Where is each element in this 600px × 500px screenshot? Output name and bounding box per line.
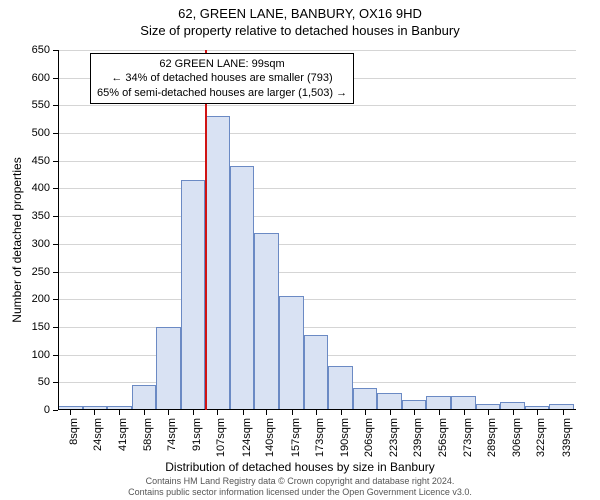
y-tick-label: 250 [32, 266, 58, 278]
x-tick [243, 410, 244, 415]
footer-line-2: Contains public sector information licen… [0, 487, 600, 498]
x-tick-label: 339sqm [561, 418, 573, 457]
x-tick [168, 410, 169, 415]
y-tick-label: 350 [32, 210, 58, 222]
x-tick-label: 41sqm [117, 418, 129, 451]
x-tick [193, 410, 194, 415]
footer: Contains HM Land Registry data © Crown c… [0, 476, 600, 498]
x-tick-label: 140sqm [264, 418, 276, 457]
x-tick-label: 8sqm [68, 418, 80, 445]
y-tick-label: 150 [32, 321, 58, 333]
x-tick [439, 410, 440, 415]
x-tick [513, 410, 514, 415]
plot-border [58, 50, 576, 410]
y-tick-label: 400 [32, 182, 58, 194]
annotation-box: 62 GREEN LANE: 99sqm ← 34% of detached h… [90, 53, 354, 104]
y-tick-label: 100 [32, 349, 58, 361]
x-tick-label: 289sqm [486, 418, 498, 457]
x-tick-label: 190sqm [339, 418, 351, 457]
x-tick-label: 24sqm [92, 418, 104, 451]
x-tick [488, 410, 489, 415]
y-tick-label: 50 [38, 376, 58, 388]
annotation-line-3: 65% of semi-detached houses are larger (… [97, 86, 347, 100]
x-tick [144, 410, 145, 415]
x-tick-label: 107sqm [215, 418, 227, 457]
x-tick [537, 410, 538, 415]
x-tick-label: 239sqm [412, 418, 424, 457]
x-tick-label: 91sqm [191, 418, 203, 451]
reference-line [205, 50, 207, 410]
x-tick-label: 206sqm [363, 418, 375, 457]
x-tick-label: 74sqm [166, 418, 178, 451]
chart-container: { "title_main": "62, GREEN LANE, BANBURY… [0, 0, 600, 500]
y-tick-label: 450 [32, 155, 58, 167]
x-tick-label: 157sqm [290, 418, 302, 457]
y-tick-label: 500 [32, 127, 58, 139]
x-tick [464, 410, 465, 415]
x-tick-label: 322sqm [535, 418, 547, 457]
x-tick [365, 410, 366, 415]
x-tick-label: 256sqm [437, 418, 449, 457]
x-tick [266, 410, 267, 415]
y-tick-label: 600 [32, 72, 58, 84]
x-tick-label: 173sqm [314, 418, 326, 457]
x-tick [94, 410, 95, 415]
y-tick-label: 0 [44, 404, 58, 416]
chart-title-main: 62, GREEN LANE, BANBURY, OX16 9HD [0, 0, 600, 21]
y-tick-label: 650 [32, 44, 58, 56]
x-tick [292, 410, 293, 415]
x-tick-label: 306sqm [511, 418, 523, 457]
x-tick [390, 410, 391, 415]
chart-title-sub: Size of property relative to detached ho… [0, 21, 600, 38]
annotation-line-2: ← 34% of detached houses are smaller (79… [97, 71, 347, 85]
x-tick-label: 58sqm [142, 418, 154, 451]
y-tick-label: 300 [32, 238, 58, 250]
x-tick [217, 410, 218, 415]
x-tick-label: 223sqm [388, 418, 400, 457]
x-tick-label: 124sqm [241, 418, 253, 457]
x-tick [119, 410, 120, 415]
plot-area: 0501001502002503003504004505005506006508… [58, 50, 576, 410]
footer-line-1: Contains HM Land Registry data © Crown c… [0, 476, 600, 487]
y-tick-label: 550 [32, 99, 58, 111]
y-tick-label: 200 [32, 293, 58, 305]
x-tick [341, 410, 342, 415]
x-tick [70, 410, 71, 415]
x-tick [316, 410, 317, 415]
x-tick [563, 410, 564, 415]
x-axis-label: Distribution of detached houses by size … [0, 460, 600, 474]
annotation-line-1: 62 GREEN LANE: 99sqm [97, 57, 347, 71]
x-tick [414, 410, 415, 415]
y-axis-label: Number of detached properties [10, 75, 24, 240]
x-tick-label: 273sqm [462, 418, 474, 457]
